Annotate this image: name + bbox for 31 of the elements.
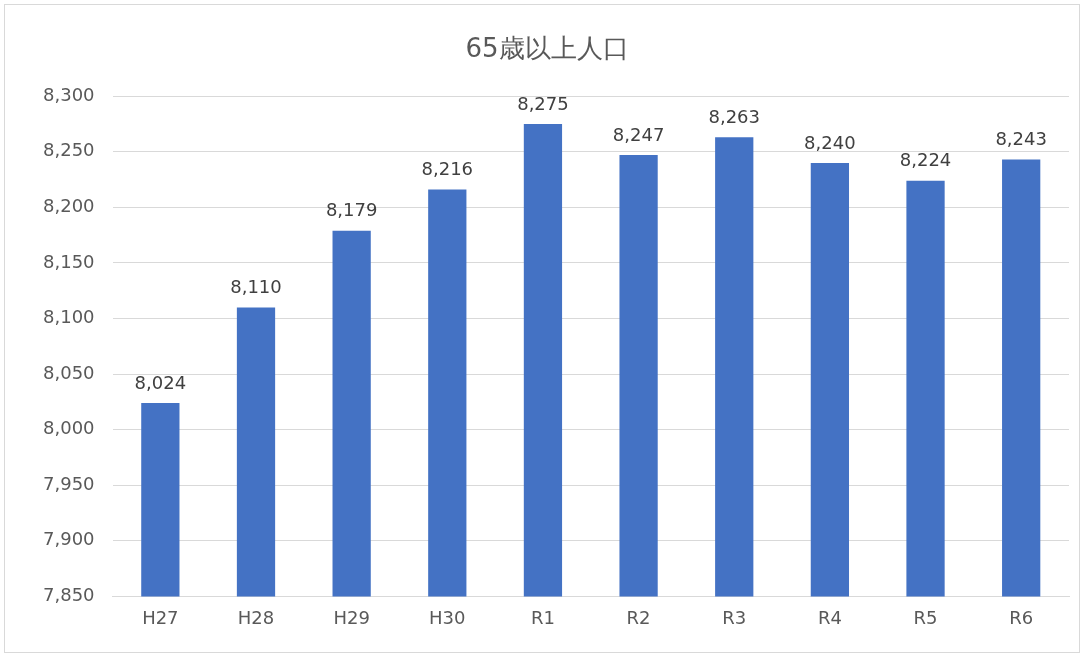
y-tick-label: 7,850 xyxy=(43,584,95,606)
y-tick-label: 7,900 xyxy=(43,528,95,550)
y-tick-label: 8,000 xyxy=(43,417,95,439)
x-tick-label: H30 xyxy=(429,606,466,628)
data-label: 8,179 xyxy=(325,199,378,221)
data-label: 8,024 xyxy=(134,371,187,393)
x-tick-label: H27 xyxy=(142,606,179,628)
y-tick-label: 8,050 xyxy=(43,361,95,383)
data-label: 8,247 xyxy=(612,123,665,145)
data-label: 8,224 xyxy=(899,149,952,171)
y-tick-label: 8,200 xyxy=(43,195,95,217)
data-label: 8,263 xyxy=(708,106,760,127)
x-tick-label: R5 xyxy=(913,606,938,628)
y-tick-label: 8,250 xyxy=(43,139,95,161)
x-tick-label: R6 xyxy=(1009,606,1034,628)
chart-title: 65歳以上人口 xyxy=(465,33,629,64)
x-tick-label: H29 xyxy=(333,606,370,628)
x-tick-label: H28 xyxy=(237,606,275,628)
data-label: 8,216 xyxy=(421,158,474,180)
data-label: 8,110 xyxy=(230,276,282,298)
y-tick-label: 8,150 xyxy=(43,250,95,272)
x-tick-label: R2 xyxy=(626,606,651,628)
y-tick-label: 7,950 xyxy=(43,472,95,494)
x-tick-label: R3 xyxy=(722,606,747,628)
data-label: 8,275 xyxy=(517,92,569,114)
y-tick-label: 8,100 xyxy=(43,306,95,328)
x-tick-label: R4 xyxy=(817,606,842,628)
y-tick-label: 8,300 xyxy=(43,83,95,105)
data-label: 8,240 xyxy=(804,131,856,153)
x-tick-label: R1 xyxy=(530,606,555,628)
data-label: 8,243 xyxy=(995,128,1047,150)
